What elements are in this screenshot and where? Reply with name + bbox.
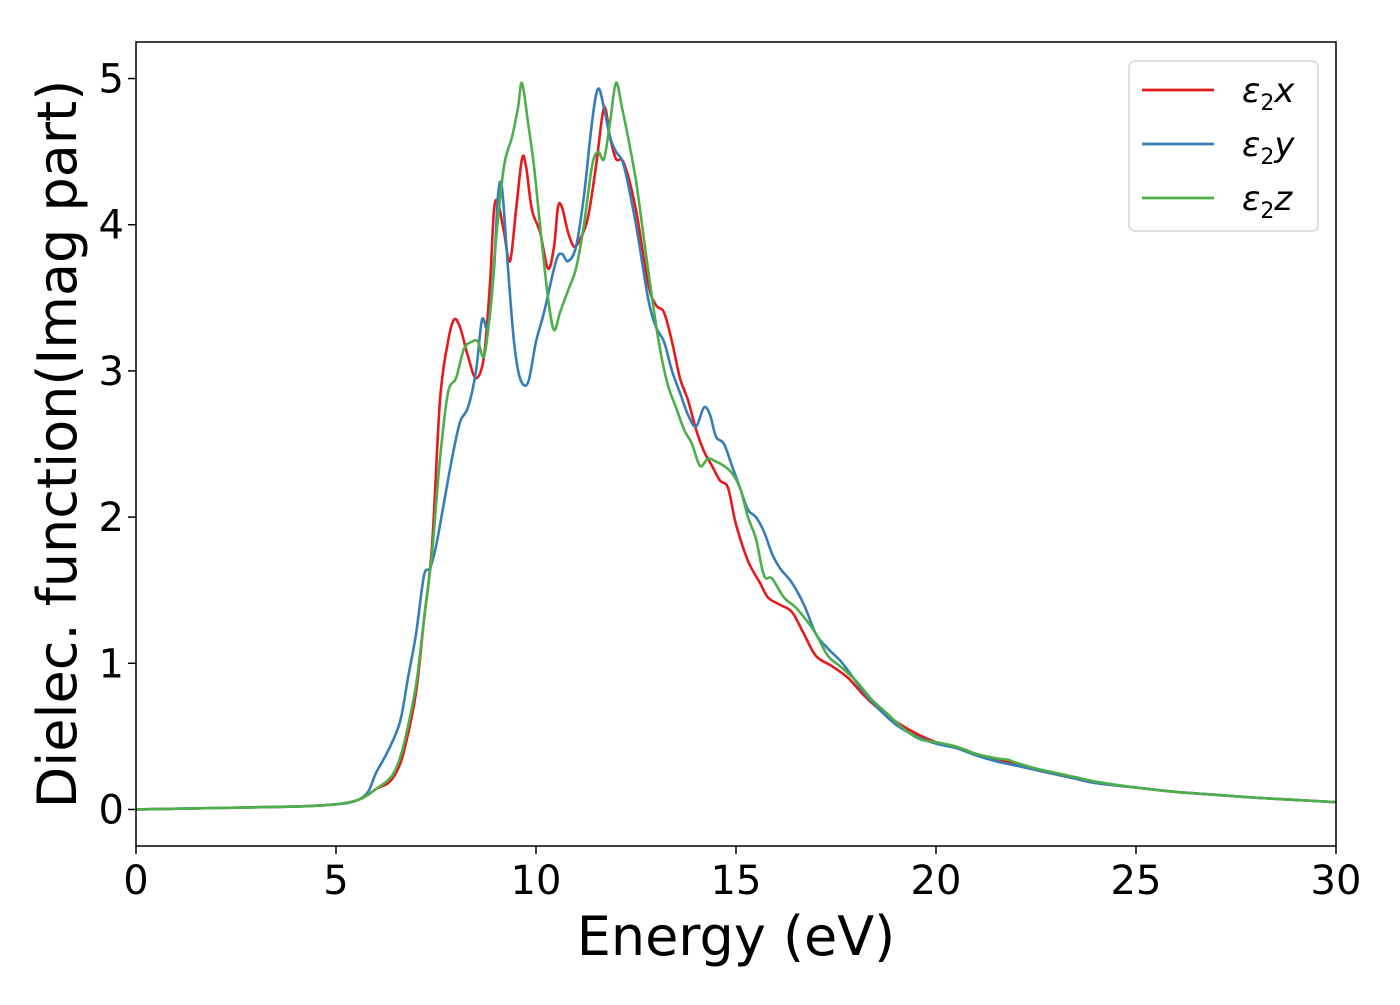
x-axis-ticks: 0 5 10 15 20 25 30 [123,846,1361,904]
y-tick-label: 3 [99,349,124,395]
x-tick-label: 5 [323,858,348,904]
y-tick-label: 4 [99,203,124,249]
y-tick-label: 2 [99,495,124,541]
x-tick-label: 30 [1311,858,1362,904]
y-axis-title: Dielec. function(Imag part) [26,80,89,809]
series-line-y [135,87,1337,811]
x-tick-label: 0 [123,858,148,904]
legend-box [1128,60,1319,232]
x-tick-label: 10 [511,858,562,904]
x-tick-label: 15 [711,858,762,904]
x-axis-title: Energy (eV) [577,905,896,968]
legend-label-y: ε2y [1242,125,1295,170]
legend-label-z: ε2z [1242,179,1293,224]
series-line-z [135,81,1337,811]
legend-label-x: ε2x [1242,71,1295,116]
x-tick-label: 25 [1111,858,1162,904]
x-tick-label: 20 [911,858,962,904]
y-tick-label: 0 [99,787,124,833]
series-layer [135,81,1337,811]
y-tick-label: 5 [99,57,124,103]
y-tick-label: 1 [99,641,124,687]
y-axis-ticks: 0 1 2 3 4 5 [99,57,136,833]
legend: ε2x ε2y ε2z [1128,60,1319,232]
